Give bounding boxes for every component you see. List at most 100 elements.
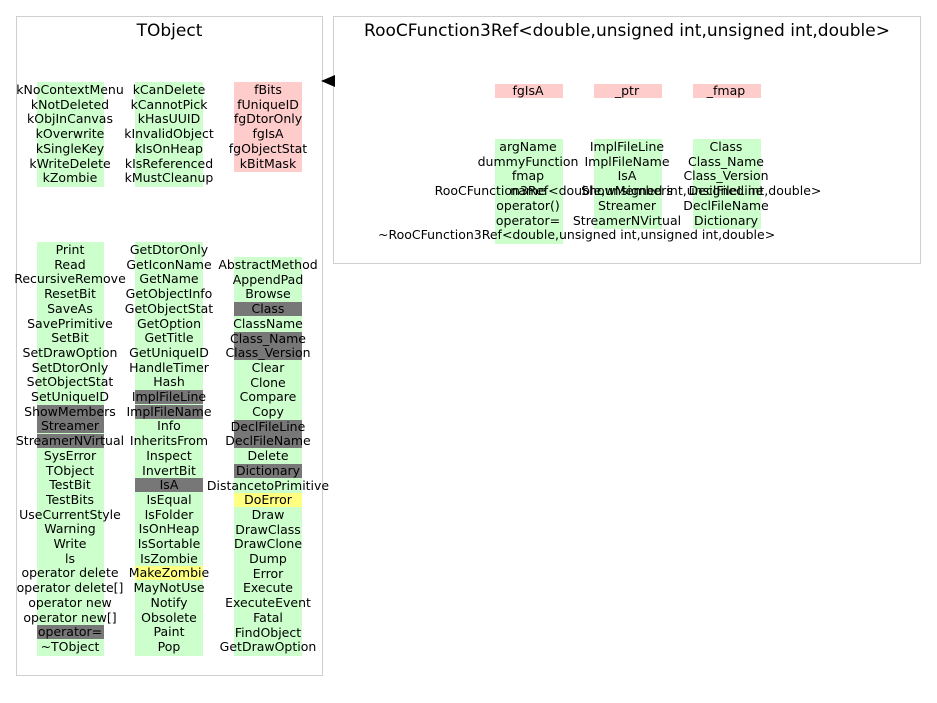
tobject-method-col2-item: GetDtorOnly xyxy=(129,242,209,257)
tobject-method-col1-item: RecursiveRemove xyxy=(14,271,126,287)
roocf-method-col1-item: operator= xyxy=(495,212,561,228)
tobject-method-col2-background xyxy=(135,242,203,656)
tobject-method-col1-item: TestBits xyxy=(45,491,95,507)
tobject-method-col2-highlight xyxy=(135,390,203,404)
tobject-enum-col1-item: kSingleKey xyxy=(35,140,105,156)
tobject-method-col1-item: SetDrawOption xyxy=(22,344,118,360)
tobject-enum-col2-item: kInvalidObject xyxy=(124,126,214,142)
tobject-method-col3-item: Execute xyxy=(243,580,293,596)
tobject-method-col3-item: Class xyxy=(251,301,285,317)
tobject-method-col3-item: DeclFileLine xyxy=(230,418,306,434)
tobject-method-col1-item: operator delete xyxy=(21,565,119,581)
roocf-method-col3-background xyxy=(693,139,761,230)
tobject-enum-col1-item: kObjInCanvas xyxy=(27,111,113,127)
tobject-method-col1-item: SavePrimitive xyxy=(27,315,113,331)
tobject-member-col-background xyxy=(234,82,302,173)
tobject-method-col1-item: SetDtorOnly xyxy=(31,359,109,375)
tobject-method-col2-item: GetName xyxy=(139,271,199,287)
tobject-method-col1-item: Streamer xyxy=(40,418,100,434)
roocf-method-col2-item: StreamerNVirtual xyxy=(572,212,682,228)
roocf-method-col3-item: Dictionary xyxy=(693,212,759,228)
tobject-enum-col1-item: kWriteDelete xyxy=(29,155,111,171)
roocf-member-background xyxy=(693,84,761,98)
roocf-method-col1-background xyxy=(495,139,563,244)
tobject-method-col3-highlight xyxy=(234,346,302,361)
roocf-method-col3-item: DeclFileName xyxy=(683,197,769,213)
tobject-member-col-item: fBits xyxy=(254,82,282,97)
tobject-enum-col2-item: kCannotPick xyxy=(130,96,208,112)
tobject-method-col2-item: Pop xyxy=(157,638,181,654)
tobject-method-col3-item: DoError xyxy=(244,492,292,508)
tobject-method-col3-item: GetDrawOption xyxy=(219,639,317,655)
roocf-method-col1-item: operator() xyxy=(496,197,560,213)
tobject-method-col1-item: ShowMembers xyxy=(24,403,116,419)
tobject-method-col3-background xyxy=(234,257,302,656)
roocf-member-background xyxy=(594,84,662,98)
tobject-method-col3-item: Error xyxy=(252,565,284,581)
roocf-member-item: _ptr xyxy=(614,83,640,98)
tobject-method-col1-item: ls xyxy=(65,550,75,566)
tobject-method-col2-item: Info xyxy=(157,418,181,434)
roocf-method-col2-background xyxy=(594,139,662,230)
roocf-method-col3-item: Class_Name xyxy=(687,153,764,169)
roocf-method-col1-item: argName xyxy=(499,139,557,154)
roocf-member-item: _fmap xyxy=(706,83,746,98)
tobject-method-col2-item: Hash xyxy=(153,374,185,390)
tobject-title: TObject xyxy=(136,21,203,41)
tobject-method-col3-highlight xyxy=(234,302,302,317)
tobject-method-col3-highlight xyxy=(234,331,302,346)
roocf-method-col1-item: ~RooCFunction3Ref<double,unsigned int,un… xyxy=(378,227,776,243)
tobject-method-col1-item: SysError xyxy=(43,447,97,463)
tobject-method-col3-item: Browse xyxy=(245,286,291,302)
tobject-member-col-item: fgIsA xyxy=(252,126,284,142)
tobject-method-col1-item: ResetBit xyxy=(44,286,96,302)
tobject-enum-col2-background xyxy=(135,82,203,187)
tobject-method-col3-highlight xyxy=(234,463,302,478)
tobject-method-col3-item: ClassName xyxy=(233,315,303,331)
tobject-method-col2-item: GetIconName xyxy=(126,256,212,272)
tobject-method-col2-highlight xyxy=(135,478,203,493)
tobject-member-col-item: kBitMask xyxy=(239,155,297,171)
tobject-method-col1-item: operator delete[] xyxy=(16,580,124,596)
tobject-enum-col1-item: kOverwrite xyxy=(35,126,105,142)
roocf-method-col3-item: Class xyxy=(709,139,743,154)
roocf-method-col2-item: ImplFileLine xyxy=(589,139,665,154)
tobject-method-col3-item: DeclFileName xyxy=(225,433,311,449)
tobject-method-col2-item: Obsolete xyxy=(141,609,197,625)
tobject-method-col3-item: Fatal xyxy=(253,609,283,625)
tobject-method-col1-item: operator new[] xyxy=(23,609,117,625)
tobject-method-col2-item: GetObjectStat xyxy=(124,300,214,316)
tobject-method-col2-item: GetOption xyxy=(137,315,201,331)
tobject-enum-col2-item: kMustCleanup xyxy=(124,170,214,186)
tobject-method-col3-highlight xyxy=(234,493,302,508)
tobject-method-col3-item: Clear xyxy=(251,359,285,375)
tobject-method-col1-highlight xyxy=(37,419,104,434)
tobject-method-col3-item: Compare xyxy=(239,389,297,405)
tobject-method-col2-item: IsEqual xyxy=(146,491,192,507)
tobject-method-col2-item: Paint xyxy=(153,624,185,640)
tobject-member-col-item: fgDtorOnly xyxy=(233,111,303,127)
tobject-method-col3-item: FindObject xyxy=(234,624,302,640)
tobject-method-col2-item: Notify xyxy=(150,594,188,610)
roocf-method-col1-item: fmap xyxy=(511,168,545,184)
tobject-method-col1-item: SetObjectStat xyxy=(26,374,114,390)
tobject-method-col2-item: IsFolder xyxy=(144,506,194,522)
tobject-method-col1-item: operator new xyxy=(28,594,112,610)
tobject-method-col2-item: GetTitle xyxy=(144,330,194,346)
tobject-method-col3-item: Class_Version xyxy=(225,345,311,361)
tobject-method-col2-highlight xyxy=(135,566,203,581)
tobject-method-col2-item: InheritsFrom xyxy=(129,433,209,449)
tobject-method-col3-item: DrawClass xyxy=(235,521,301,537)
tobject-method-col2-item: InvertBit xyxy=(142,462,196,478)
tobject-method-col2-item: Inspect xyxy=(146,447,192,463)
roocf-method-col2-item: Streamer xyxy=(597,197,657,213)
roocf-method-col3-item: DeclFileLine xyxy=(688,183,764,199)
tobject-method-col1-item: UseCurrentStyle xyxy=(19,506,121,522)
tobject-method-col3-item: Clone xyxy=(250,374,286,390)
tobject-method-col1-item: Print xyxy=(55,242,85,257)
tobject-method-col1-item: SetBit xyxy=(51,330,89,346)
tobject-method-col1-highlight xyxy=(37,434,104,449)
tobject-method-col2-item: MakeZombie xyxy=(128,565,210,581)
tobject-method-col1-highlight xyxy=(37,404,104,419)
tobject-method-col2-item: IsZombie xyxy=(140,550,198,566)
